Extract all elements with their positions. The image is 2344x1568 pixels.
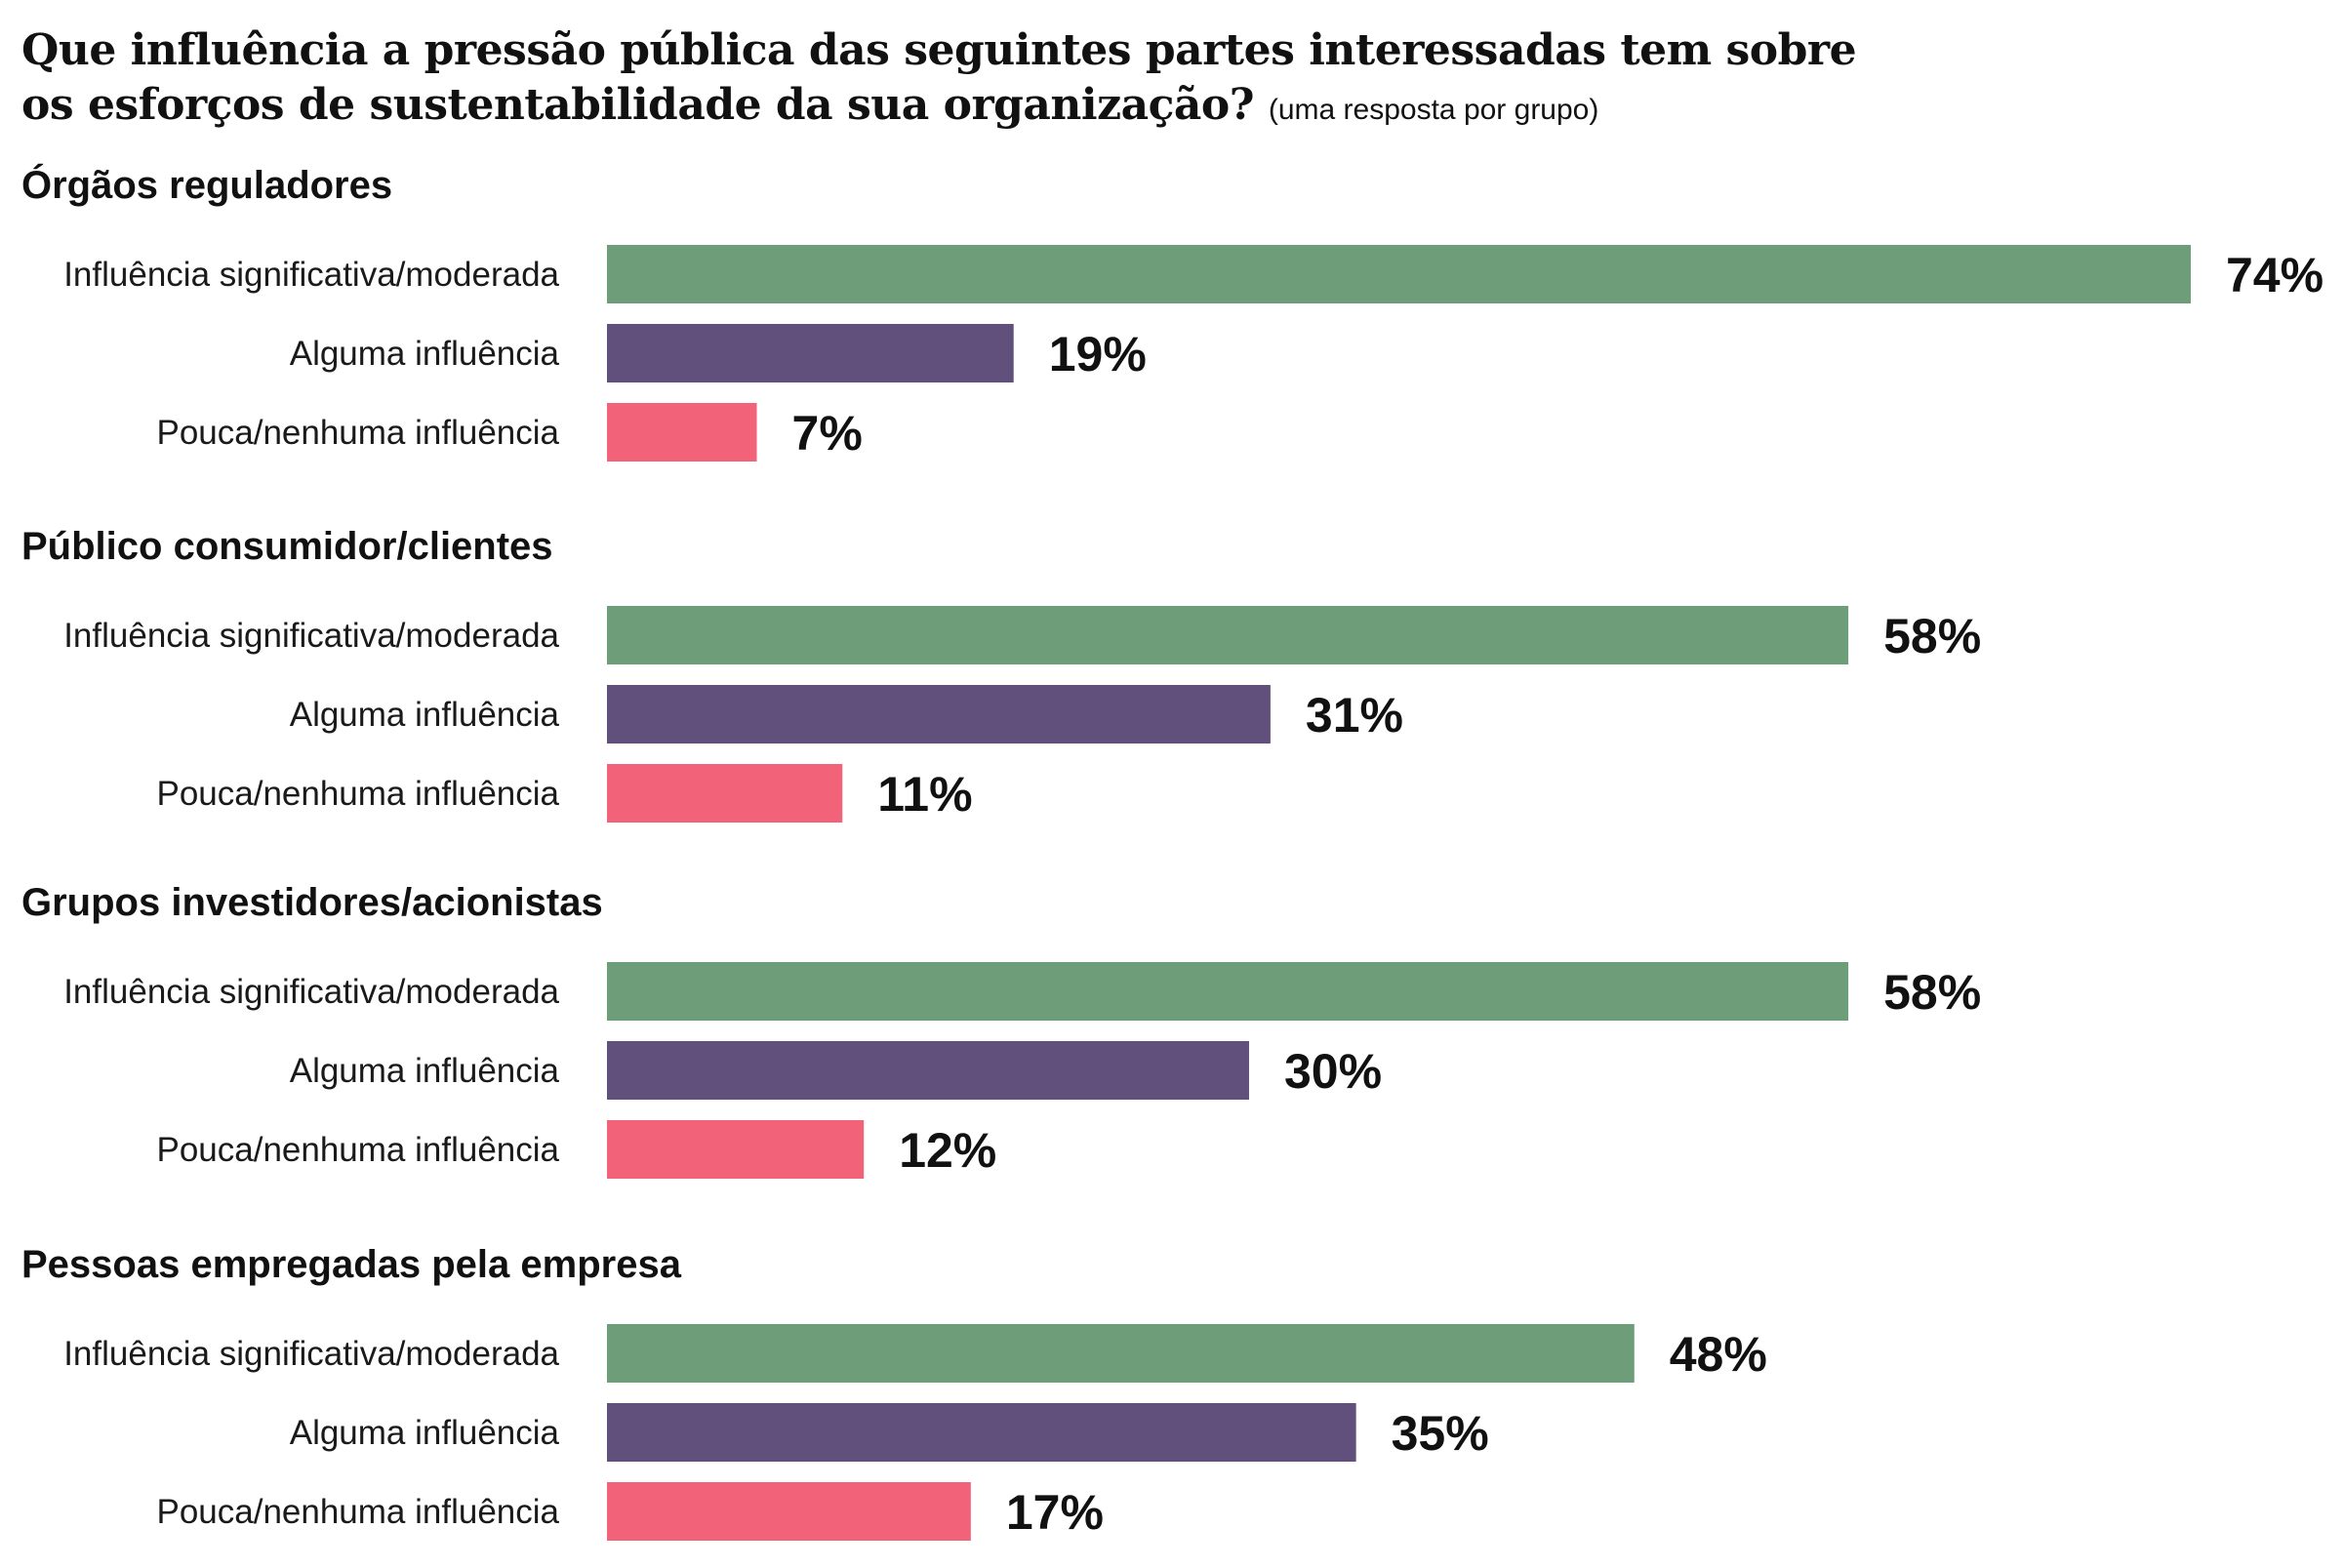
category-label: Pouca/nenhuma influência: [156, 1493, 559, 1531]
value-label: 30%: [1284, 1044, 1382, 1099]
value-label: 58%: [1883, 609, 1981, 663]
value-label: 19%: [1049, 327, 1147, 382]
value-label: 48%: [1670, 1327, 1767, 1382]
chart-title-line-2: os esforços de sustentabilidade da sua o…: [21, 78, 1876, 138]
bar-category-alguma: [607, 1041, 1249, 1100]
category-label: Alguma influência: [290, 1052, 560, 1090]
bar-category-pouca: [607, 403, 757, 462]
bar-category-alguma: [607, 685, 1271, 744]
chart-title: Que influência a pressão pública das seg…: [21, 23, 1876, 138]
category-label: Pouca/nenhuma influência: [156, 1131, 559, 1169]
value-label: 11%: [877, 767, 972, 822]
category-label: Pouca/nenhuma influência: [156, 414, 559, 452]
value-label: 58%: [1883, 965, 1981, 1020]
chart-subtitle-note: (uma resposta por grupo): [1268, 94, 1599, 126]
category-label: Influência significativa/moderada: [63, 973, 559, 1011]
bar-category-pouca: [607, 1120, 865, 1179]
bar-category-pouca: [607, 764, 843, 823]
chart-title-line-2-text: os esforços de sustentabilidade da sua o…: [21, 80, 1255, 130]
bar-category-significativa: [607, 962, 1849, 1021]
value-label: 12%: [899, 1123, 996, 1178]
group-title-2: Público consumidor/clientes: [21, 525, 553, 568]
category-label: Alguma influência: [290, 696, 560, 734]
category-label: Alguma influência: [290, 335, 560, 373]
category-label: Pouca/nenhuma influência: [156, 775, 559, 813]
category-label: Alguma influência: [290, 1414, 560, 1452]
bar-category-alguma: [607, 1403, 1356, 1462]
bar-category-significativa: [607, 1324, 1635, 1383]
value-label: 74%: [2226, 248, 2324, 302]
bar-category-significativa: [607, 245, 2191, 303]
bar-category-alguma: [607, 324, 1014, 382]
bar-category-pouca: [607, 1482, 971, 1541]
value-label: 35%: [1392, 1406, 1489, 1461]
group-title-3: Grupos investidores/acionistas: [21, 881, 603, 924]
category-label: Influência significativa/moderada: [63, 256, 559, 294]
value-label: 31%: [1306, 688, 1403, 743]
value-label: 7%: [792, 406, 863, 461]
group-title-1: Órgãos reguladores: [21, 162, 392, 207]
category-label: Influência significativa/moderada: [63, 617, 559, 655]
bar-category-significativa: [607, 606, 1849, 664]
chart-title-line-1: Que influência a pressão pública das seg…: [21, 25, 1857, 75]
value-label: 17%: [1006, 1485, 1104, 1540]
category-label: Influência significativa/moderada: [63, 1335, 559, 1373]
group-title-4: Pessoas empregadas pela empresa: [21, 1243, 682, 1286]
